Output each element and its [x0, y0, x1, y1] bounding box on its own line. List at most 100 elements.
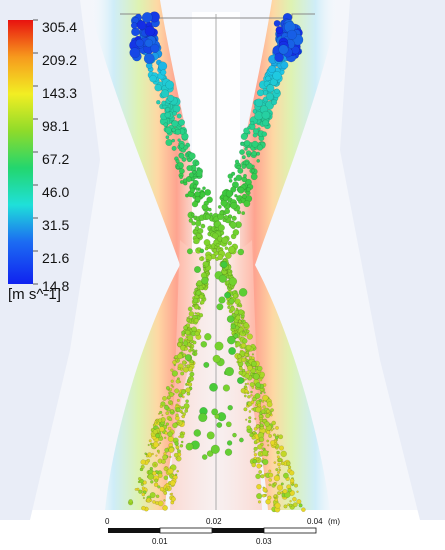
- droplet: [232, 432, 237, 438]
- droplet: [255, 457, 260, 462]
- droplet: [224, 246, 229, 250]
- droplet: [128, 499, 133, 504]
- droplet: [192, 184, 198, 189]
- legend-label-7: 31.5: [42, 217, 70, 233]
- droplet: [283, 504, 288, 509]
- droplet: [255, 439, 260, 444]
- legend-label-1: 305.4: [42, 19, 78, 35]
- droplet: [244, 147, 248, 151]
- droplet: [165, 422, 170, 426]
- droplet: [268, 478, 273, 482]
- droplet: [198, 313, 204, 318]
- droplet: [235, 290, 238, 293]
- droplet: [259, 436, 265, 443]
- droplet: [274, 502, 281, 509]
- droplet: [256, 89, 264, 97]
- droplet: [180, 371, 185, 376]
- droplet: [261, 110, 271, 120]
- droplet: [282, 472, 289, 479]
- droplet: [171, 138, 175, 143]
- legend-label-2: 209.2: [42, 52, 78, 68]
- droplet: [238, 366, 243, 371]
- droplet: [195, 187, 199, 191]
- droplet: [160, 69, 167, 76]
- scale-label-002: 0.02: [206, 517, 222, 526]
- droplet: [167, 468, 174, 475]
- droplet: [154, 83, 162, 92]
- droplet: [274, 52, 284, 63]
- droplet: [165, 80, 175, 90]
- droplet: [176, 113, 182, 119]
- droplet: [141, 486, 145, 490]
- droplet: [187, 334, 194, 342]
- droplet: [150, 43, 160, 54]
- droplet: [262, 119, 269, 127]
- scale-seg-2: [159, 527, 213, 534]
- droplet: [170, 384, 174, 387]
- droplet: [181, 132, 189, 141]
- droplet: [172, 359, 177, 365]
- droplet: [240, 319, 244, 323]
- droplet: [164, 487, 169, 491]
- droplet: [134, 487, 138, 491]
- droplet: [191, 200, 199, 208]
- droplet: [256, 493, 263, 500]
- droplet: [184, 354, 192, 361]
- droplet: [216, 422, 223, 428]
- droplet: [222, 218, 227, 223]
- droplet: [163, 475, 169, 481]
- droplet: [165, 135, 170, 140]
- droplet: [274, 435, 279, 440]
- droplet: [172, 111, 178, 116]
- droplet: [142, 496, 145, 500]
- droplet: [191, 351, 196, 356]
- droplet: [141, 505, 146, 511]
- droplet: [175, 457, 178, 460]
- droplet: [294, 483, 299, 488]
- droplet: [170, 368, 174, 372]
- droplet: [273, 461, 277, 464]
- droplet: [209, 382, 218, 392]
- droplet: [157, 473, 163, 478]
- droplet: [274, 482, 277, 485]
- droplet: [194, 161, 200, 166]
- droplet: [270, 408, 274, 412]
- droplet: [226, 335, 236, 345]
- droplet: [190, 212, 195, 217]
- droplet: [187, 157, 192, 163]
- droplet: [254, 111, 264, 121]
- droplet: [163, 405, 169, 411]
- droplet: [171, 474, 174, 477]
- droplet: [149, 74, 157, 83]
- droplet: [250, 394, 253, 397]
- droplet: [176, 398, 180, 402]
- droplet: [171, 385, 175, 388]
- droplet: [265, 92, 274, 101]
- droplet: [166, 395, 171, 400]
- droplet: [245, 418, 248, 421]
- droplet: [170, 403, 173, 406]
- droplet: [163, 122, 168, 128]
- droplet: [253, 395, 256, 398]
- droplet: [161, 414, 164, 417]
- droplet: [250, 173, 258, 181]
- droplet: [268, 472, 274, 478]
- droplet: [159, 404, 163, 408]
- droplet: [174, 473, 178, 477]
- droplet: [182, 178, 188, 183]
- droplet: [186, 248, 193, 255]
- droplet: [236, 360, 239, 364]
- droplet: [232, 229, 240, 236]
- droplet: [227, 240, 232, 246]
- droplet: [273, 494, 277, 498]
- droplet: [241, 193, 247, 199]
- droplet: [253, 450, 256, 453]
- droplet: [262, 487, 268, 493]
- droplet: [258, 398, 262, 403]
- droplet: [199, 191, 206, 198]
- droplet: [170, 409, 174, 413]
- droplet: [229, 221, 237, 229]
- droplet: [176, 449, 181, 454]
- droplet: [233, 333, 239, 339]
- droplet: [249, 372, 254, 376]
